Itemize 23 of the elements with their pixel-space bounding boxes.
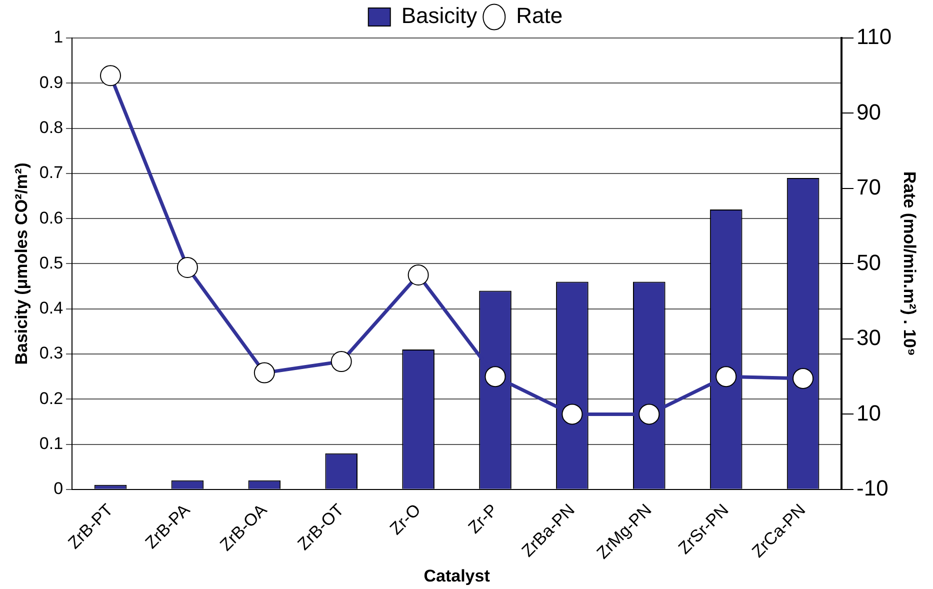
- y2-tick-label: 90: [856, 99, 882, 124]
- y-tick-label: 0.3: [39, 344, 64, 363]
- y-tick-label: 1: [54, 28, 64, 47]
- y2-tick-label: 10: [856, 400, 882, 426]
- y2-tick-label: 30: [856, 325, 882, 350]
- y2-tick-label: 70: [856, 174, 882, 200]
- y-tick-label: 0.5: [39, 253, 64, 272]
- y-axis-title: Basicity (μmoles CO²/m²): [12, 162, 31, 365]
- legend-label: Basicity: [401, 3, 478, 28]
- y2-tick-label: 50: [856, 250, 882, 275]
- legend-label: Rate: [516, 3, 563, 28]
- y-tick-label: 0.9: [39, 72, 64, 92]
- y-tick-label: 0.1: [39, 434, 64, 453]
- y-tick-label: 0.7: [39, 163, 64, 182]
- y2-tick-label: 110: [856, 24, 892, 50]
- x-axis-title: Catalyst: [424, 566, 490, 586]
- y2-tick-label: -10: [856, 475, 888, 500]
- y2-axis-title: Rate (mol/min.m²) . 10⁹: [900, 171, 920, 356]
- y-tick-label: 0: [54, 479, 64, 498]
- y-tick-label: 0.2: [39, 388, 64, 408]
- y-tick-label: 0.4: [39, 298, 64, 318]
- y-tick-label: 0.6: [39, 208, 64, 228]
- y-tick-label: 0.8: [39, 118, 64, 137]
